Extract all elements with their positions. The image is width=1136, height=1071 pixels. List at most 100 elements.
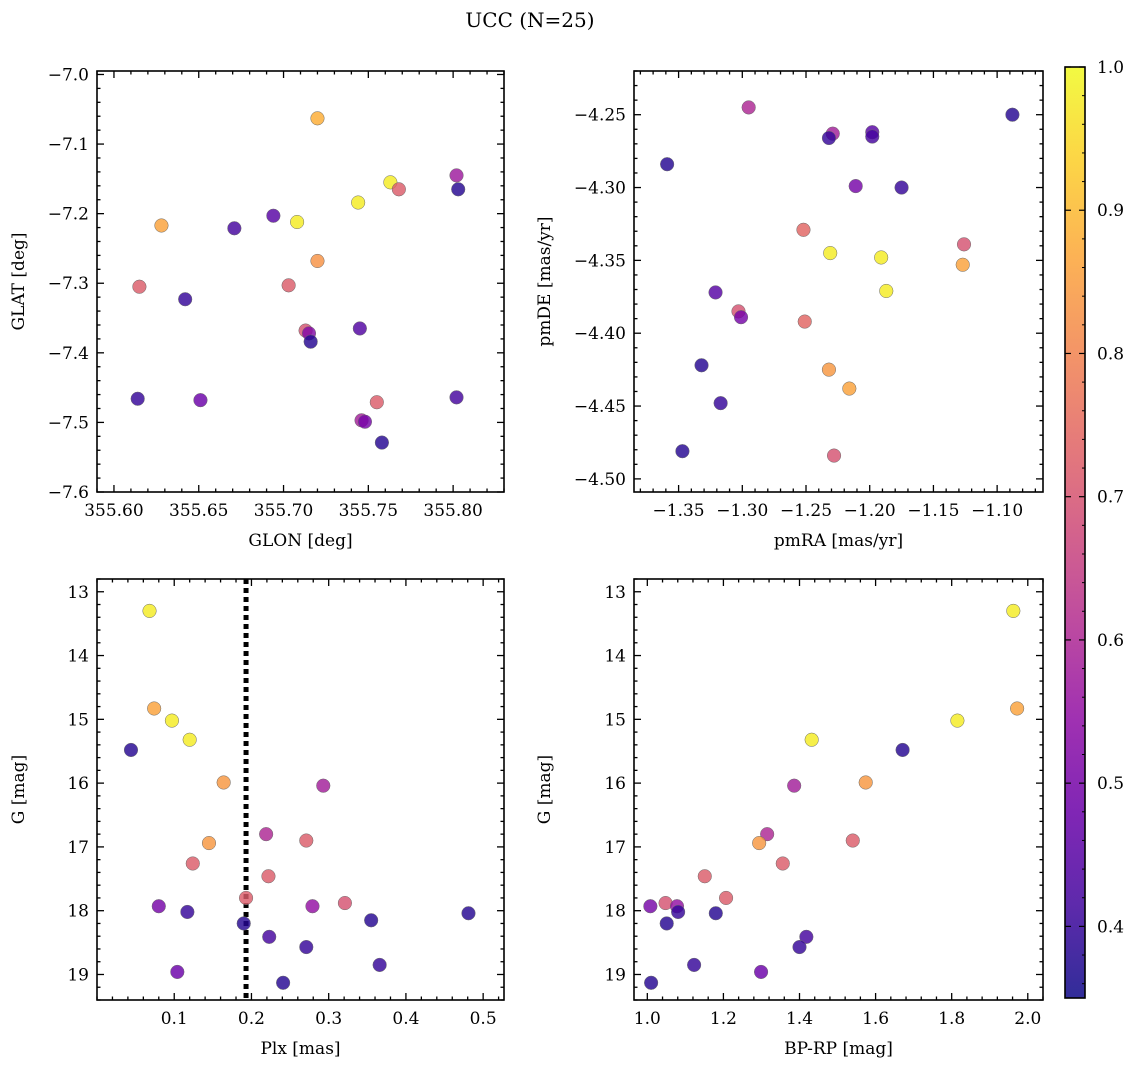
data-point: [955, 257, 970, 272]
y-tick-label: −4.25: [574, 106, 626, 126]
panel-glon-glat: 355.60 355.65 355.70 355.75 355.80 −7.0 −7.1 −7…: [9, 65, 505, 551]
data-point: [299, 833, 314, 848]
data-point: [775, 856, 790, 871]
x-tick-label: −1.15: [907, 501, 959, 521]
y-tick-label: 17: [604, 838, 626, 858]
data-point: [842, 381, 857, 396]
data-point: [299, 940, 314, 955]
colorbar-tick-label: 0.9: [1097, 201, 1124, 221]
x-tick-label: 355.60: [84, 501, 143, 521]
data-point: [733, 310, 749, 325]
data-point: [374, 435, 389, 450]
data-point: [697, 869, 712, 884]
data-point: [659, 916, 674, 931]
x-tick-label: −1.20: [844, 501, 896, 521]
y-tick-label: −7.2: [48, 205, 89, 225]
y-tick-label: −7.0: [48, 65, 89, 85]
data-point: [865, 129, 880, 144]
y-tick-label: 18: [67, 902, 89, 922]
data-point: [694, 358, 709, 373]
data-point: [352, 321, 367, 336]
y-tick-label: −4.45: [574, 397, 626, 417]
data-point: [792, 940, 807, 955]
data-point: [895, 742, 910, 758]
y-tick-label: −7.6: [48, 483, 89, 503]
y-tick-label: −4.30: [574, 179, 626, 199]
y-tick-label: −4.40: [574, 324, 626, 344]
axes-frame: [96, 70, 505, 493]
y-tick-label: −7.1: [48, 135, 89, 155]
data-point: [290, 214, 305, 230]
data-point: [236, 916, 251, 931]
y-tick-label: −4.50: [574, 470, 626, 490]
y-axis-label: G [mag]: [9, 755, 29, 824]
data-point: [760, 827, 775, 842]
data-point: [858, 775, 873, 790]
axis-ticks: [96, 71, 505, 493]
colorbar-tick-label: 0.8: [1097, 344, 1124, 364]
data-point: [310, 253, 325, 269]
data-point: [708, 906, 723, 921]
axis-ticks: [634, 578, 1044, 1001]
x-tick-label: 1.0: [634, 1009, 661, 1029]
x-axis-label: pmRA [mas/yr]: [774, 531, 903, 551]
x-tick-label: 1.2: [710, 1009, 737, 1029]
data-point: [660, 157, 675, 172]
data-point: [170, 964, 185, 979]
data-point: [449, 168, 464, 183]
data-point: [310, 111, 325, 126]
data-point: [796, 222, 811, 237]
data-point: [337, 895, 352, 911]
x-tick-label: 0.3: [315, 1009, 342, 1029]
data-point: [182, 732, 197, 747]
data-point: [201, 836, 217, 851]
data-point: [956, 237, 972, 252]
x-tick-label: 1.4: [786, 1009, 813, 1029]
x-tick-label: 355.80: [423, 501, 482, 521]
data-point: [675, 444, 690, 459]
data-point: [364, 913, 379, 928]
axes-frame: [96, 578, 505, 1001]
x-axis-label: BP-RP [mag]: [784, 1039, 893, 1059]
data-point: [713, 396, 728, 411]
data-point: [239, 890, 254, 905]
x-tick-label: 0.1: [161, 1009, 188, 1029]
panel-pm: −1.35 −1.30 −1.25 −1.20 −1.15 −1.10 −4.25 −4.30…: [535, 70, 1044, 551]
y-axis-label: G [mag]: [535, 755, 555, 824]
data-point: [372, 957, 387, 972]
data-point: [821, 362, 836, 377]
scatter-points: [130, 111, 466, 450]
data-point: [821, 130, 836, 146]
scatter-points: [643, 603, 1025, 990]
x-tick-label: 355.65: [169, 501, 228, 521]
data-point: [823, 246, 838, 261]
y-tick-label: −7.4: [48, 344, 89, 364]
data-point: [894, 180, 909, 195]
x-tick-label: 0.4: [392, 1009, 419, 1029]
data-point: [316, 778, 331, 793]
data-point: [261, 869, 276, 884]
data-point: [848, 179, 863, 194]
data-point: [741, 100, 756, 115]
colorbar-tick-label: 0.7: [1097, 488, 1124, 508]
data-point: [950, 713, 965, 728]
data-point: [719, 890, 734, 905]
data-point: [259, 827, 274, 842]
data-point: [351, 195, 366, 210]
panel-cmd: 1.0 1.2 1.4 1.6 1.8 2.0 13 14 15 16 17 18 19 BP-RP [m…: [535, 578, 1044, 1059]
x-tick-label: 355.70: [254, 501, 313, 521]
axes-frame: [633, 70, 1044, 493]
y-tick-label: 18: [604, 902, 626, 922]
data-point: [193, 393, 208, 408]
data-point: [1005, 107, 1020, 122]
data-point: [449, 390, 464, 405]
y-tick-label: 13: [604, 583, 626, 603]
data-point: [874, 250, 889, 265]
data-point: [305, 899, 320, 914]
x-tick-label: −1.10: [971, 501, 1023, 521]
data-point: [132, 279, 147, 294]
data-point: [461, 906, 476, 921]
data-point: [178, 292, 193, 307]
axes-frame: [633, 578, 1044, 1001]
